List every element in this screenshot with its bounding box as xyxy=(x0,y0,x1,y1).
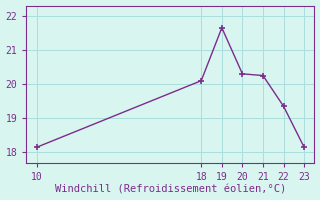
X-axis label: Windchill (Refroidissement éolien,°C): Windchill (Refroidissement éolien,°C) xyxy=(55,184,286,194)
